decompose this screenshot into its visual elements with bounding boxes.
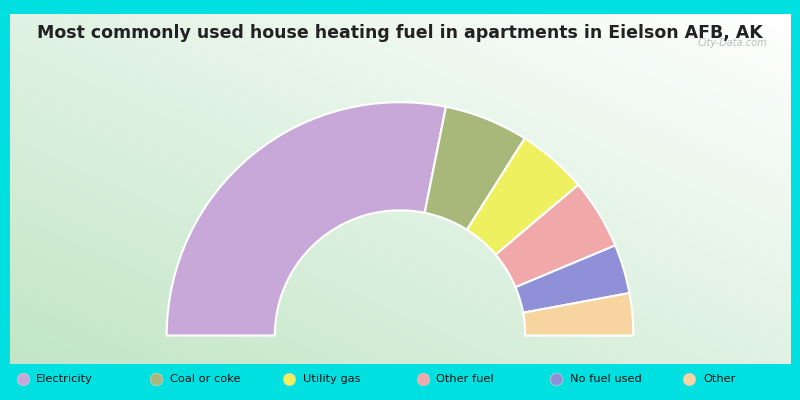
Text: Utility gas: Utility gas: [303, 374, 361, 384]
Wedge shape: [467, 138, 578, 255]
Wedge shape: [425, 107, 525, 230]
Wedge shape: [523, 293, 634, 336]
Text: Other fuel: Other fuel: [436, 374, 494, 384]
Wedge shape: [496, 185, 615, 287]
Wedge shape: [515, 246, 630, 313]
Wedge shape: [166, 102, 446, 336]
Text: Coal or coke: Coal or coke: [170, 374, 240, 384]
Text: Electricity: Electricity: [36, 374, 93, 384]
Text: No fuel used: No fuel used: [570, 374, 642, 384]
Text: Other: Other: [703, 374, 735, 384]
Text: City-Data.com: City-Data.com: [698, 38, 767, 48]
Text: Most commonly used house heating fuel in apartments in Eielson AFB, AK: Most commonly used house heating fuel in…: [37, 24, 763, 42]
